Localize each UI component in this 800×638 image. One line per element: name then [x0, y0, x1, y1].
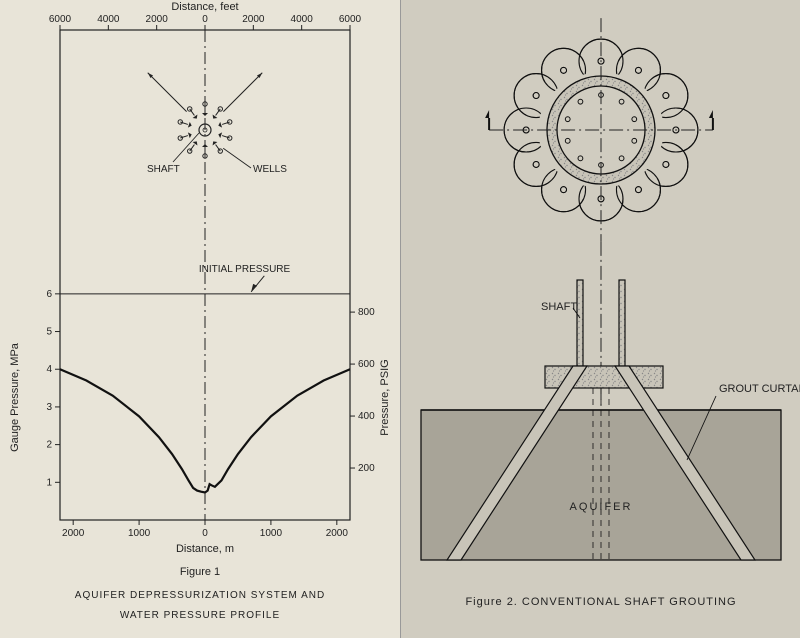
shaft-label: SHAFT [147, 164, 180, 175]
figure-1-caption-a: AQUIFER DEPRESSURIZATION SYSTEM AND [75, 590, 325, 601]
figure-2-svg: SHAFTAQUIFERGROUT CURTAINFigure 2. CONVE… [401, 0, 800, 638]
right-y-label: Pressure, PSIG [379, 359, 391, 435]
figure-2-caption: Figure 2. CONVENTIONAL SHAFT GROUTING [465, 596, 736, 608]
bottom-x-label: Distance, m [176, 543, 234, 555]
bottom-x-tick: 1000 [260, 528, 283, 539]
figure-1-svg: 6000400020000200040006000Distance, feet2… [0, 0, 400, 638]
left-y-tick: 5 [46, 327, 52, 338]
top-x-tick: 4000 [97, 14, 120, 25]
right-y-tick: 200 [358, 463, 375, 474]
left-y-tick: 1 [46, 477, 52, 488]
right-y-tick: 400 [358, 411, 375, 422]
top-x-tick: 6000 [339, 14, 362, 25]
figure-1-caption-num: Figure 1 [180, 566, 220, 578]
bottom-x-tick: 2000 [62, 528, 85, 539]
top-x-tick: 4000 [291, 14, 314, 25]
figure-1-panel: 6000400020000200040006000Distance, feet2… [0, 0, 401, 638]
top-x-tick: 2000 [242, 14, 265, 25]
left-y-tick: 2 [46, 440, 52, 451]
right-y-tick: 800 [358, 307, 375, 318]
top-x-tick: 2000 [146, 14, 169, 25]
right-y-tick: 600 [358, 359, 375, 370]
initial-pressure-label: INITIAL PRESSURE [199, 264, 291, 275]
top-x-tick: 0 [202, 14, 208, 25]
wells-label: WELLS [253, 164, 287, 175]
section-arrow-icon [709, 110, 713, 118]
left-y-label: Gauge Pressure, MPa [9, 342, 21, 452]
left-y-tick: 4 [46, 364, 52, 375]
section-arrow-icon [485, 110, 489, 118]
figure-1-caption-b: WATER PRESSURE PROFILE [120, 610, 280, 621]
top-x-tick: 6000 [49, 14, 72, 25]
grout-curtain-label: GROUT CURTAIN [719, 383, 800, 395]
bottom-x-tick: 1000 [128, 528, 151, 539]
shaft-section-label: SHAFT [541, 301, 577, 313]
left-y-tick: 3 [46, 402, 52, 413]
bottom-x-tick: 2000 [326, 528, 349, 539]
figure-2-panel: SHAFTAQUIFERGROUT CURTAINFigure 2. CONVE… [401, 0, 800, 638]
top-x-label: Distance, feet [171, 1, 238, 13]
left-y-tick: 6 [46, 289, 52, 300]
bottom-x-tick: 0 [202, 528, 208, 539]
